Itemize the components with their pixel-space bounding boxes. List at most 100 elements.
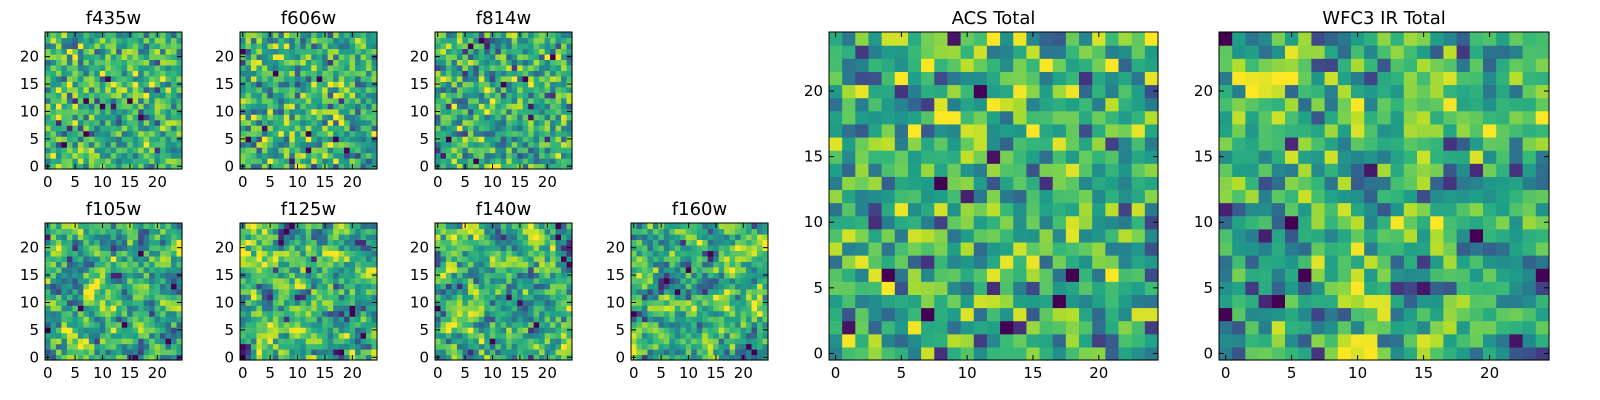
heatmap-cell	[473, 147, 480, 154]
heatmap-cell	[283, 42, 290, 50]
heatmap-cell	[61, 294, 68, 301]
heatmap-cell	[894, 346, 909, 361]
heatmap-cell	[713, 283, 720, 290]
heatmap-cell	[245, 321, 252, 328]
heatmap-cell	[116, 294, 123, 301]
heatmap-cell	[702, 327, 709, 334]
y-tick-label: 5	[615, 321, 625, 339]
heatmap-cell	[176, 125, 183, 132]
heatmap-cell	[517, 59, 524, 66]
heatmap-cell	[261, 75, 268, 82]
heatmap-cell	[500, 349, 507, 356]
heatmap-cell	[522, 310, 529, 317]
heatmap-cell	[66, 266, 73, 273]
heatmap-cell	[55, 338, 63, 345]
heatmap-cell	[456, 349, 463, 356]
heatmap-cell	[566, 59, 573, 66]
heatmap-cell	[240, 310, 247, 317]
heatmap-cell	[149, 332, 156, 339]
heatmap-cell	[842, 32, 856, 46]
heatmap-cell	[445, 141, 453, 148]
heatmap-cell	[83, 332, 90, 339]
heatmap-cell	[829, 255, 843, 269]
heatmap-cell	[894, 84, 909, 99]
heatmap-cell	[138, 108, 145, 115]
heatmap-cell	[256, 354, 263, 361]
heatmap-cell	[842, 307, 856, 322]
heatmap-cell	[746, 288, 753, 295]
heatmap-cell	[462, 86, 469, 93]
heatmap-cell	[338, 354, 345, 361]
heatmap-cell	[555, 108, 562, 115]
heatmap-cell	[456, 81, 463, 88]
heatmap-cell	[250, 349, 258, 356]
heatmap-cell	[561, 136, 568, 143]
heatmap-cell	[50, 70, 57, 77]
heatmap-cell	[647, 283, 654, 290]
heatmap-cell	[663, 354, 670, 361]
heatmap-cell	[94, 228, 101, 235]
heatmap-cell	[267, 294, 274, 301]
heatmap-cell	[94, 305, 101, 312]
heatmap-cell	[250, 277, 258, 284]
heatmap-cell	[517, 75, 524, 82]
heatmap-cell	[171, 75, 178, 82]
heatmap-cell	[456, 327, 463, 334]
heatmap-cell	[45, 338, 52, 345]
heatmap-cell	[311, 310, 318, 317]
heatmap-cell	[116, 233, 123, 241]
heatmap-cell	[45, 316, 52, 323]
heatmap-cell	[360, 81, 367, 88]
heatmap-cell	[566, 70, 573, 77]
heatmap-cell	[278, 338, 285, 345]
heatmap-cell	[250, 294, 258, 301]
heatmap-cell	[138, 103, 145, 110]
heatmap-cell	[176, 92, 183, 99]
heatmap-cell	[366, 119, 373, 126]
heatmap-cell	[445, 81, 453, 88]
heatmap-cell	[366, 228, 373, 235]
heatmap-cell	[245, 103, 252, 110]
heatmap-cell	[934, 45, 949, 59]
heatmap-cell	[171, 59, 178, 66]
heatmap-cell	[528, 305, 535, 312]
heatmap-cell	[855, 163, 870, 177]
heatmap-cell	[495, 310, 502, 317]
heatmap-cell	[240, 239, 247, 246]
heatmap-cell	[355, 64, 362, 71]
heatmap-cell	[127, 277, 134, 284]
heatmap-cell	[171, 255, 178, 262]
heatmap-cell	[50, 338, 57, 345]
heatmap-cell	[165, 130, 172, 137]
heatmap-cell	[647, 343, 654, 350]
heatmap-cell	[506, 277, 513, 284]
heatmap-cell	[50, 136, 57, 143]
heatmap-cell	[539, 283, 546, 290]
heatmap-cell	[50, 233, 57, 241]
heatmap-cell	[440, 136, 447, 143]
heatmap-cell	[77, 272, 84, 279]
heatmap-cell	[45, 42, 52, 50]
heatmap-cell	[435, 261, 442, 268]
heatmap-cell	[240, 158, 247, 165]
heatmap-cell	[456, 272, 463, 279]
heatmap-cell	[478, 327, 485, 334]
heatmap-cell	[855, 150, 870, 164]
heatmap-cell	[99, 305, 106, 312]
heatmap-cell	[261, 228, 268, 235]
heatmap-cell	[478, 223, 485, 230]
heatmap-cell	[138, 53, 145, 60]
heatmap-cell	[121, 332, 128, 339]
heatmap-cell	[83, 338, 90, 345]
heatmap-cell	[528, 103, 535, 110]
heatmap-cell	[652, 327, 659, 334]
heatmap-cell	[685, 239, 692, 246]
heatmap-cell	[283, 53, 290, 60]
heatmap-cell	[333, 81, 340, 88]
heatmap-cell	[261, 163, 268, 170]
heatmap-cell	[360, 310, 367, 317]
heatmap-cell	[311, 338, 318, 345]
heatmap-cell	[83, 266, 90, 273]
heatmap-cell	[333, 163, 340, 170]
heatmap-cell	[261, 343, 268, 350]
